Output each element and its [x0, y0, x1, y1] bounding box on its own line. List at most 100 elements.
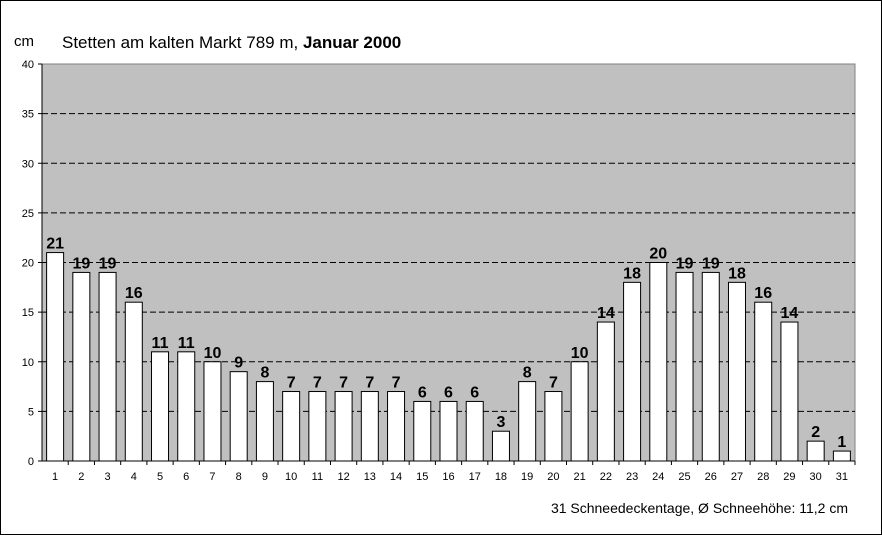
chart-title: Stetten am kalten Markt 789 m, Januar 20… — [62, 33, 401, 52]
data-label: 6 — [444, 384, 453, 401]
x-tick-label: 9 — [262, 471, 268, 483]
data-label: 7 — [365, 375, 374, 392]
x-tick-label: 2 — [78, 471, 84, 483]
x-tick-label: 17 — [469, 471, 481, 483]
data-label: 19 — [99, 255, 117, 272]
bar-day-20 — [544, 391, 563, 462]
x-tick-label: 22 — [600, 471, 612, 483]
data-label: 11 — [178, 335, 195, 352]
x-tick-label: 7 — [209, 471, 215, 483]
data-label: 7 — [287, 375, 296, 392]
x-tick-label: 26 — [705, 471, 717, 483]
bar-day-23 — [623, 281, 642, 462]
x-tick-label: 13 — [364, 471, 376, 483]
data-label: 19 — [702, 255, 720, 272]
data-label: 19 — [676, 255, 694, 272]
data-label: 18 — [728, 265, 746, 282]
x-tick-label: 21 — [574, 471, 586, 483]
data-label: 19 — [72, 255, 90, 272]
data-label: 7 — [549, 375, 558, 392]
title-station: Stetten am kalten Markt 789 m, — [62, 33, 303, 52]
y-tick-label: 0 — [28, 456, 34, 468]
data-label: 1 — [837, 434, 846, 451]
bar-day-28 — [754, 301, 773, 462]
bar-day-25 — [675, 271, 694, 462]
data-label: 16 — [125, 285, 143, 302]
data-label: 14 — [597, 305, 615, 322]
data-label: 6 — [470, 384, 479, 401]
bar-day-12 — [334, 391, 353, 462]
data-label: 7 — [339, 375, 348, 392]
x-tick-label: 5 — [157, 471, 163, 483]
bar-day-19 — [518, 381, 537, 462]
x-tick-label: 28 — [757, 471, 769, 483]
y-tick-label: 35 — [22, 109, 34, 121]
bar-day-15 — [413, 400, 432, 462]
y-tick-label: 15 — [22, 307, 34, 319]
data-label: 6 — [418, 384, 427, 401]
x-tick-label: 10 — [285, 471, 297, 483]
bar-day-3 — [98, 271, 117, 462]
data-label: 8 — [260, 365, 269, 382]
y-tick-label: 30 — [22, 158, 34, 170]
bar-day-27 — [727, 281, 746, 462]
y-tick-label: 40 — [22, 59, 34, 71]
data-label: 16 — [754, 285, 772, 302]
bar-day-21 — [570, 361, 589, 462]
bar-day-8 — [229, 371, 248, 462]
bar-day-13 — [360, 391, 379, 462]
x-tick-label: 11 — [312, 471, 323, 483]
x-tick-label: 24 — [652, 471, 664, 483]
data-label: 2 — [811, 424, 820, 441]
bar-day-18 — [491, 430, 510, 462]
y-tick-label: 10 — [22, 357, 34, 369]
bar-day-11 — [308, 391, 327, 462]
x-tick-label: 25 — [678, 471, 690, 483]
data-label: 8 — [523, 365, 532, 382]
x-tick-label: 3 — [105, 471, 111, 483]
x-tick-label: 16 — [442, 471, 454, 483]
bar-day-9 — [255, 381, 274, 462]
x-tick-label: 29 — [783, 471, 795, 483]
x-tick-label: 4 — [131, 471, 137, 483]
x-tick-label: 12 — [337, 471, 349, 483]
bar-day-7 — [203, 361, 222, 462]
title-month: Januar 2000 — [303, 33, 401, 52]
data-label: 20 — [649, 246, 667, 263]
y-axis-label: cm — [14, 33, 34, 50]
x-tick-label: 18 — [495, 471, 507, 483]
summary-footer: 31 Schneedeckentage, Ø Schneehöhe: 11,2 … — [551, 500, 848, 516]
bar-day-29 — [780, 321, 799, 462]
x-tick-label: 20 — [547, 471, 559, 483]
data-label: 9 — [234, 355, 243, 372]
bar-day-24 — [649, 262, 668, 462]
x-tick-label: 14 — [390, 471, 402, 483]
bar-day-31 — [832, 450, 851, 462]
x-tick-label: 15 — [416, 471, 428, 483]
bar-day-1 — [46, 252, 65, 462]
x-tick-label: 27 — [731, 471, 743, 483]
x-tick-label: 31 — [836, 471, 848, 483]
data-label: 10 — [571, 345, 589, 362]
x-tick-label: 6 — [183, 471, 189, 483]
data-label: 10 — [204, 345, 222, 362]
data-label: 11 — [152, 335, 169, 352]
x-tick-label: 30 — [810, 471, 822, 483]
data-label: 3 — [496, 414, 505, 431]
y-tick-label: 5 — [28, 406, 34, 418]
x-tick-label: 19 — [521, 471, 533, 483]
bar-day-2 — [72, 271, 91, 462]
bar-day-10 — [282, 391, 301, 462]
bar-day-5 — [151, 351, 170, 462]
data-label: 7 — [392, 375, 401, 392]
data-label: 7 — [313, 375, 322, 392]
bar-day-22 — [596, 321, 615, 462]
y-tick-label: 20 — [22, 258, 34, 270]
bar-day-16 — [439, 400, 458, 462]
data-label: 14 — [781, 305, 799, 322]
bar-day-6 — [177, 351, 196, 462]
x-tick-label: 23 — [626, 471, 638, 483]
x-tick-label: 1 — [52, 471, 58, 483]
y-tick-label: 25 — [22, 208, 34, 220]
